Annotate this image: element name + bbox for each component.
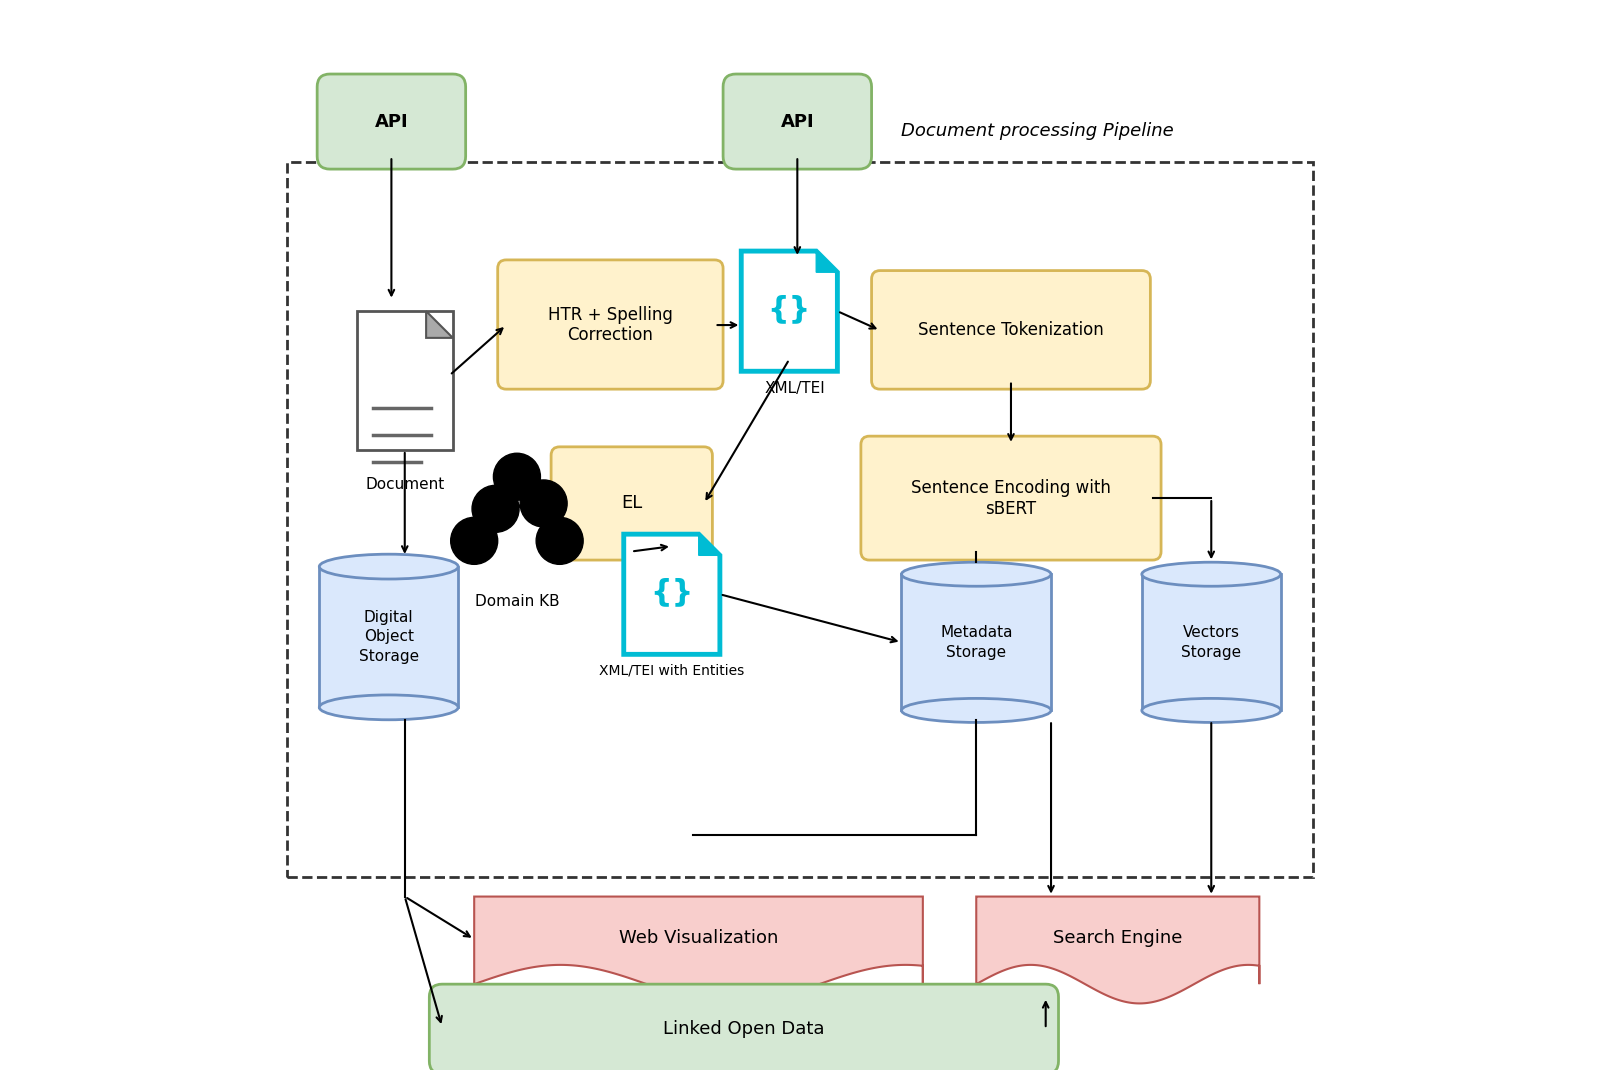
- FancyBboxPatch shape: [498, 260, 723, 389]
- Circle shape: [520, 480, 566, 527]
- Text: API: API: [374, 114, 408, 131]
- Ellipse shape: [320, 554, 458, 579]
- Text: Metadata
Storage: Metadata Storage: [941, 624, 1013, 660]
- FancyBboxPatch shape: [1142, 574, 1280, 710]
- Text: Document: Document: [365, 477, 445, 492]
- Text: Digital
Object
Storage: Digital Object Storage: [358, 609, 419, 664]
- Polygon shape: [699, 534, 720, 556]
- Polygon shape: [624, 534, 720, 654]
- Text: Document processing Pipeline: Document processing Pipeline: [901, 122, 1174, 140]
- Circle shape: [472, 485, 518, 532]
- Circle shape: [493, 453, 541, 500]
- Text: EL: EL: [621, 495, 642, 512]
- FancyBboxPatch shape: [317, 74, 466, 169]
- PathPatch shape: [474, 896, 923, 1004]
- Ellipse shape: [1142, 562, 1280, 586]
- Ellipse shape: [901, 698, 1051, 723]
- PathPatch shape: [976, 896, 1259, 1004]
- Text: {}: {}: [650, 577, 693, 606]
- Ellipse shape: [901, 562, 1051, 586]
- Text: HTR + Spelling
Correction: HTR + Spelling Correction: [547, 305, 674, 345]
- Text: Domain KB: Domain KB: [475, 594, 560, 609]
- Text: Sentence Encoding with
sBERT: Sentence Encoding with sBERT: [910, 479, 1110, 517]
- Ellipse shape: [1142, 698, 1280, 723]
- Text: Linked Open Data: Linked Open Data: [662, 1020, 824, 1038]
- Ellipse shape: [320, 695, 458, 720]
- Circle shape: [451, 517, 498, 564]
- Text: Web Visualization: Web Visualization: [619, 930, 778, 947]
- FancyBboxPatch shape: [320, 567, 458, 707]
- FancyBboxPatch shape: [872, 271, 1150, 389]
- FancyBboxPatch shape: [550, 447, 712, 560]
- FancyBboxPatch shape: [723, 74, 872, 169]
- Text: XML/TEI with Entities: XML/TEI with Entities: [598, 664, 744, 678]
- Text: API: API: [781, 114, 814, 131]
- FancyBboxPatch shape: [357, 312, 453, 450]
- Text: Vectors
Storage: Vectors Storage: [1181, 624, 1242, 660]
- FancyBboxPatch shape: [429, 984, 1059, 1071]
- FancyBboxPatch shape: [861, 436, 1162, 560]
- Text: {}: {}: [768, 295, 811, 323]
- Text: XML/TEI: XML/TEI: [765, 380, 826, 395]
- Polygon shape: [426, 312, 453, 337]
- Polygon shape: [816, 251, 837, 272]
- Polygon shape: [741, 251, 837, 372]
- FancyBboxPatch shape: [901, 574, 1051, 710]
- Text: Sentence Tokenization: Sentence Tokenization: [918, 321, 1104, 340]
- Circle shape: [536, 517, 582, 564]
- Text: Search Engine: Search Engine: [1053, 930, 1182, 947]
